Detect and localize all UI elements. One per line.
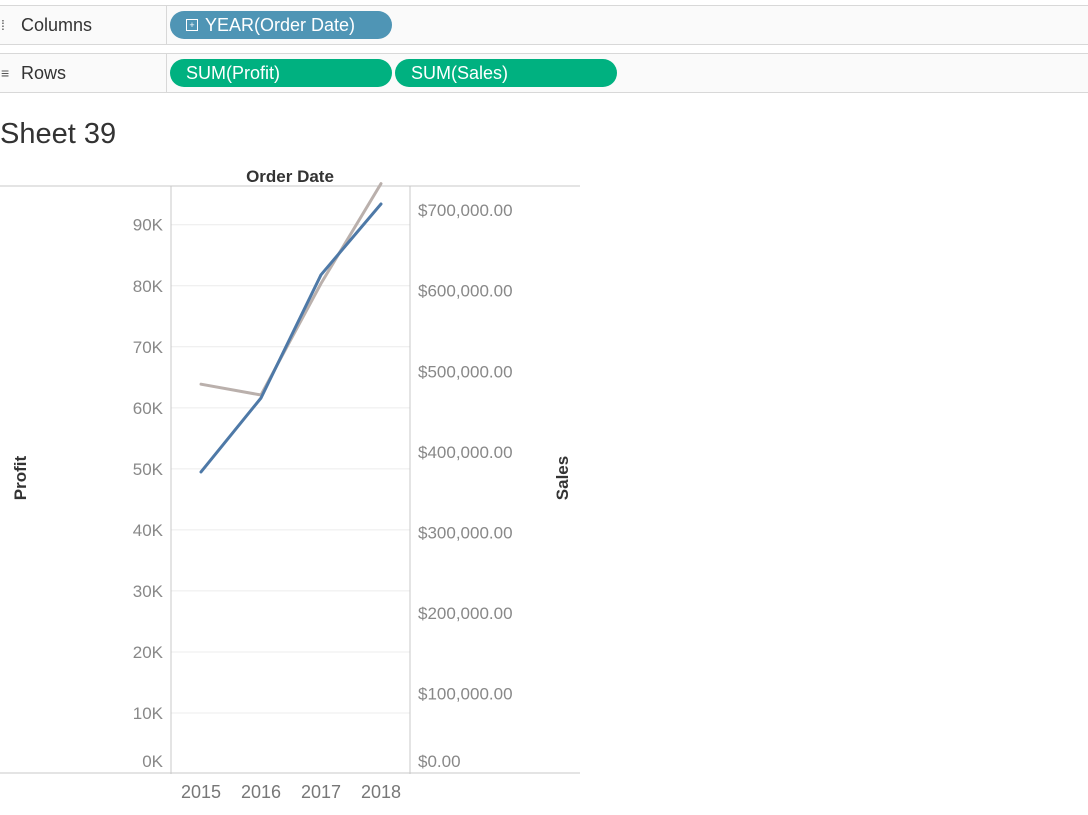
y-right-tick-label: $400,000.00 [418, 443, 513, 462]
y-left-tick-label: 50K [133, 460, 164, 479]
year-order-date-pill[interactable]: + YEAR(Order Date) [170, 11, 392, 39]
rows-shelf: ≡ Rows SUM(Profit) SUM(Sales) [0, 53, 1088, 93]
x-tick-label: 2018 [361, 782, 401, 802]
columns-shelf: ⁞ Columns + YEAR(Order Date) [0, 5, 1088, 45]
y-right-axis-title: Sales [553, 456, 572, 500]
y-left-tick-label: 80K [133, 277, 164, 296]
y-right-tick-label: $300,000.00 [418, 523, 513, 542]
columns-shelf-icon: ⁞ [1, 17, 5, 33]
column-header-title: Order Date [246, 167, 334, 186]
y-left-tick-label: 60K [133, 399, 164, 418]
rows-shelf-icon: ≡ [1, 65, 10, 81]
columns-shelf-label: ⁞ Columns [0, 6, 167, 44]
y-left-tick-label: 40K [133, 521, 164, 540]
profit-line [199, 202, 383, 474]
rows-label: Rows [21, 62, 67, 83]
y-left-tick-label: 20K [133, 643, 164, 662]
y-right-tick-label: $200,000.00 [418, 604, 513, 623]
y-left-tick-label: 70K [133, 338, 164, 357]
x-tick-label: 2017 [301, 782, 341, 802]
y-right-tick-label: $100,000.00 [418, 684, 513, 703]
y-left-axis-title: Profit [11, 455, 30, 500]
y-right-tick-label: $600,000.00 [418, 282, 513, 301]
sheet-title: Sheet 39 [0, 118, 117, 150]
y-right-tick-label: $0.00 [418, 752, 461, 771]
x-tick-label: 2015 [181, 782, 221, 802]
y-left-tick-label: 10K [133, 704, 164, 723]
columns-label: Columns [21, 14, 93, 35]
rows-shelf-label: ≡ Rows [0, 54, 167, 92]
sum-profit-pill[interactable]: SUM(Profit) [170, 59, 392, 87]
y-right-tick-label: $500,000.00 [418, 362, 513, 381]
pill-label: SUM(Sales) [411, 62, 509, 83]
pill-label: YEAR(Order Date) [205, 14, 356, 35]
sum-sales-pill[interactable]: SUM(Sales) [395, 59, 617, 87]
x-tick-label: 2016 [241, 782, 281, 802]
sales-line [199, 182, 383, 397]
expand-plus-icon[interactable]: + [186, 19, 198, 31]
y-left-tick-label: 30K [133, 582, 164, 601]
pill-label: SUM(Profit) [186, 62, 280, 83]
y-left-tick-label: 0K [142, 752, 163, 771]
y-right-tick-label: $700,000.00 [418, 201, 513, 220]
y-left-tick-label: 90K [133, 216, 164, 235]
